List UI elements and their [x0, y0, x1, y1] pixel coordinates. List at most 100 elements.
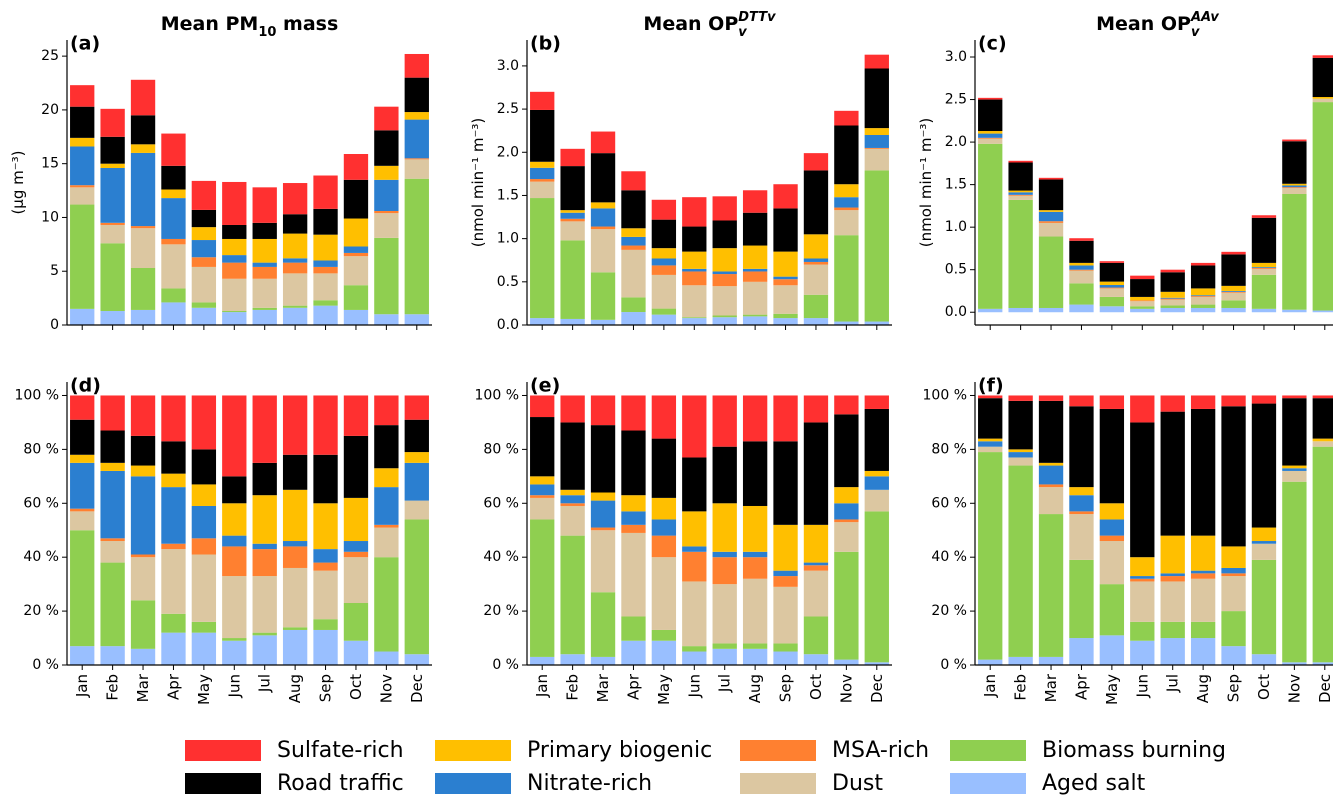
- legend-label: Sulfate-rich: [277, 738, 404, 763]
- bar-segment: [834, 414, 859, 488]
- bar-segment: [1312, 438, 1333, 442]
- bar-segment: [130, 435, 156, 466]
- y-tick-label: 0.0: [945, 304, 967, 320]
- bar-segment: [560, 654, 585, 665]
- bar-segment: [1038, 400, 1064, 463]
- bar-segment: [1130, 621, 1155, 641]
- bar-segment: [1008, 457, 1033, 466]
- bar-segment: [1190, 408, 1216, 536]
- bar-segment: [1221, 611, 1246, 647]
- x-tick-label: Oct: [347, 674, 365, 700]
- bar-segment: [590, 131, 616, 154]
- bar-segment: [1008, 192, 1033, 195]
- bar-segment: [1038, 211, 1064, 222]
- bar-segment: [1251, 267, 1277, 268]
- bar-segment: [282, 567, 308, 628]
- bar-segment: [161, 543, 186, 550]
- title-part: Mean PM: [161, 13, 259, 35]
- bar-segment: [1282, 309, 1307, 313]
- x-tick-label: Dec: [1316, 674, 1333, 703]
- y-tick-label: 60 %: [483, 495, 519, 511]
- y-tick-label: 10: [41, 209, 59, 225]
- bar-segment: [834, 197, 859, 208]
- bar-segment: [282, 629, 308, 665]
- bar-segment: [651, 258, 677, 266]
- bar-segment: [1190, 295, 1216, 297]
- bar-segment: [252, 543, 277, 550]
- y-tick-label: 2.0: [497, 144, 519, 160]
- x-tick-label: Apr: [624, 673, 642, 700]
- bar-segment: [742, 245, 768, 269]
- bar-segment: [161, 473, 186, 488]
- bar-segment: [222, 638, 247, 641]
- bar-segment: [621, 395, 646, 431]
- bar-segment: [1282, 188, 1307, 194]
- bar-segment: [742, 212, 768, 246]
- title-part: 10: [258, 25, 276, 40]
- bar-segment: [1038, 236, 1064, 308]
- bar-segment: [530, 656, 555, 665]
- bar-segment: [712, 557, 737, 585]
- bar-segment: [252, 309, 277, 325]
- bar-segment: [560, 422, 585, 490]
- bar-segment: [343, 557, 369, 604]
- bar-segment: [1008, 162, 1033, 191]
- y-tick-label: 1.0: [945, 219, 967, 235]
- bar-segment: [530, 179, 555, 182]
- bar-segment: [803, 395, 829, 423]
- bar-segment: [651, 535, 677, 558]
- bar-segment: [100, 311, 125, 325]
- bar-segment: [282, 233, 308, 259]
- x-tick-label: May: [655, 674, 673, 705]
- bar-segment: [1069, 638, 1094, 665]
- bar-segment: [1251, 541, 1277, 544]
- y-tick-label: 40 %: [23, 549, 59, 565]
- bar-segment: [130, 648, 156, 665]
- y-tick-label: 0.5: [945, 262, 967, 278]
- bar-segment: [621, 171, 646, 191]
- bar-segment: [1008, 307, 1033, 313]
- bar-segment: [560, 489, 585, 496]
- bar-segment: [1190, 570, 1216, 574]
- x-tick-label: Apr: [164, 673, 182, 700]
- bar-segment: [773, 524, 798, 571]
- bar-segment: [590, 202, 616, 209]
- y-tick-label: 2.0: [945, 134, 967, 150]
- bar-segment: [834, 210, 859, 236]
- bar-segment: [191, 209, 217, 228]
- bar-segment: [282, 183, 308, 215]
- bar-segment: [742, 643, 768, 649]
- bar-segment: [100, 462, 125, 471]
- bar-segment: [222, 640, 247, 665]
- bar-segment: [803, 153, 829, 171]
- bar-segment: [70, 146, 95, 186]
- bar-segment: [1190, 288, 1216, 296]
- bar-segment: [651, 497, 677, 520]
- bar-segment: [191, 632, 217, 665]
- bar-segment: [191, 484, 217, 506]
- bar-segment: [712, 286, 737, 316]
- bar-segment: [590, 530, 616, 593]
- y-tick-label: 80 %: [23, 441, 59, 457]
- bar-segment: [222, 476, 247, 504]
- bar-segment: [282, 454, 308, 490]
- y-tick-label: 3.0: [497, 58, 519, 74]
- bar-segment: [621, 511, 646, 525]
- bar-segment: [161, 133, 186, 166]
- bar-segment: [161, 165, 186, 190]
- bar-segment: [1008, 160, 1033, 163]
- title-part: Mean OP: [1096, 13, 1191, 35]
- bar-segment: [682, 318, 707, 325]
- bar-segment: [1099, 535, 1125, 542]
- bar-segment: [1099, 519, 1125, 536]
- x-tick-label: May: [1103, 674, 1121, 705]
- bar-segment: [682, 646, 707, 652]
- bar-segment: [1190, 573, 1216, 579]
- bar-segment: [191, 395, 217, 450]
- bar-segment: [343, 179, 369, 219]
- legend-label: Road traffic: [277, 771, 404, 796]
- bar-segment: [191, 266, 217, 303]
- bar-segment: [621, 236, 646, 246]
- y-tick-label: 1.0: [497, 231, 519, 247]
- bar-segment: [590, 153, 616, 203]
